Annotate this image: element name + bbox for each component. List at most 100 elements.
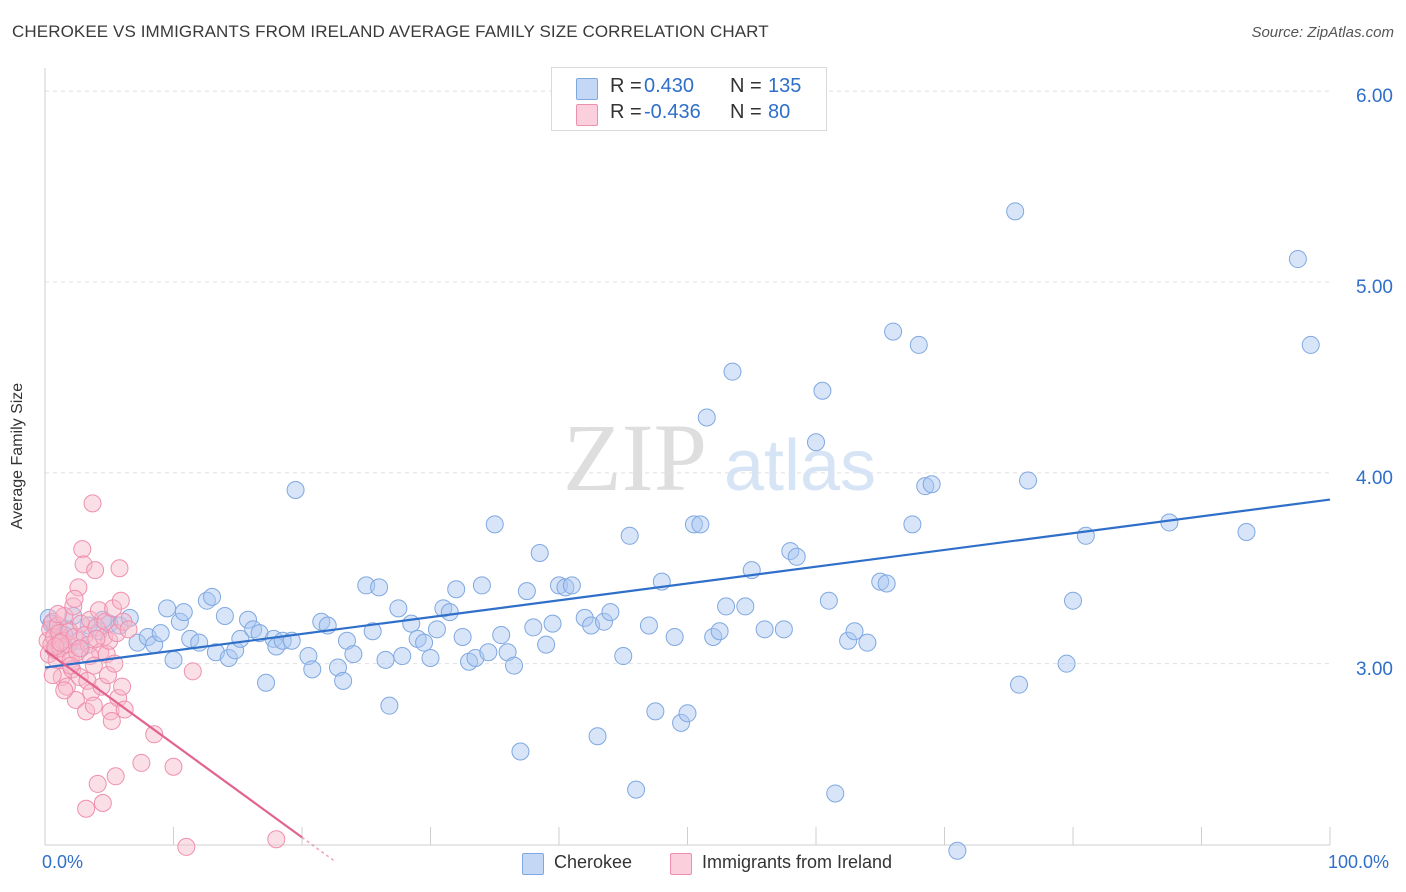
- cherokee-point: [286, 480, 305, 499]
- ireland-point: [101, 702, 120, 721]
- ireland-point: [71, 614, 90, 633]
- ireland-point: [65, 589, 84, 608]
- source-label: Source: ZipAtlas.com: [1251, 24, 1394, 41]
- cherokee-trend-line: [44, 498, 1331, 669]
- cherokee-point: [884, 322, 903, 341]
- cherokee-point: [646, 702, 665, 721]
- ireland-point: [132, 753, 151, 772]
- legend-swatch-cherokee: [522, 853, 544, 875]
- cherokee-point: [1057, 654, 1076, 673]
- legend-label-cherokee: Cherokee: [554, 852, 633, 872]
- axes: [44, 68, 1331, 846]
- cherokee-point: [909, 335, 928, 354]
- cherokee-point: [203, 587, 222, 606]
- x-tick-label-max: 100.0%: [1328, 852, 1390, 872]
- x-tick-label-min: 0.0%: [42, 852, 84, 872]
- ireland-point: [119, 620, 138, 639]
- watermark-zip: ZIP: [563, 404, 707, 511]
- cherokee-point: [524, 618, 543, 637]
- cherokee-point: [511, 742, 530, 761]
- ireland-point: [84, 696, 103, 715]
- ireland-point: [43, 666, 62, 685]
- cherokee-point: [787, 547, 806, 566]
- cherokee-point: [723, 362, 742, 381]
- ireland-trend-extension: [301, 836, 335, 862]
- ireland-point: [80, 610, 99, 629]
- r-label: R =: [610, 75, 642, 97]
- cherokee-point: [871, 572, 890, 591]
- cherokee-point: [328, 658, 347, 677]
- cherokee-point: [948, 841, 967, 860]
- cherokee-point: [588, 727, 607, 746]
- cherokee-point: [839, 631, 858, 650]
- cherokee-point: [389, 599, 408, 618]
- cherokee-point: [755, 620, 774, 639]
- cherokee-point: [370, 578, 389, 597]
- chart-title: CHEROKEE VS IMMIGRANTS FROM IRELAND AVER…: [12, 22, 769, 41]
- cherokee-point: [440, 603, 459, 622]
- cherokee-point: [344, 645, 363, 664]
- cherokee-point: [543, 614, 562, 633]
- ireland-point: [145, 725, 164, 744]
- cherokee-point: [151, 624, 170, 643]
- cherokee-point: [710, 622, 729, 641]
- ireland-point: [110, 559, 129, 578]
- cherokee-point: [380, 696, 399, 715]
- ireland-point: [66, 690, 85, 709]
- cherokee-point: [421, 648, 440, 667]
- cherokee-point: [819, 591, 838, 610]
- cherokee-point: [215, 606, 234, 625]
- y-tick-label: 5.00: [1356, 277, 1393, 298]
- ireland-swatch: [576, 104, 598, 126]
- cherokee-point: [537, 635, 556, 654]
- cherokee-point: [845, 622, 864, 641]
- cherokee-point: [164, 650, 183, 669]
- cherokee-point: [1064, 591, 1082, 610]
- cherokee-point: [393, 647, 412, 666]
- cherokee-point: [447, 580, 466, 599]
- ireland-point: [93, 794, 112, 813]
- cherokee-point: [639, 616, 658, 635]
- cherokee-point: [678, 704, 697, 723]
- cherokee-point: [181, 629, 200, 648]
- cherokee-point: [877, 574, 896, 593]
- r-value: 0.430: [644, 75, 695, 97]
- cherokee-point: [627, 780, 646, 799]
- gridlines: [45, 90, 1330, 665]
- cherokee-points: [39, 202, 1320, 860]
- cherokee-point: [427, 620, 446, 639]
- cherokee-point: [257, 673, 276, 692]
- cherokee-point: [170, 612, 189, 631]
- cherokee-point: [479, 643, 498, 662]
- ireland-point: [164, 757, 183, 776]
- cherokee-point: [453, 627, 472, 646]
- cherokee-point: [774, 620, 793, 639]
- trend-lines: [44, 498, 1331, 862]
- watermark-atlas: atlas: [724, 426, 876, 506]
- ireland-point: [96, 612, 115, 631]
- cherokee-point: [239, 610, 258, 629]
- ireland-point: [77, 799, 96, 818]
- ireland-point: [267, 830, 286, 849]
- cherokee-point: [485, 515, 504, 534]
- ireland-point: [98, 666, 117, 685]
- cherokee-point: [807, 433, 825, 452]
- ireland-point: [113, 677, 132, 696]
- n-value: 135: [768, 75, 802, 97]
- watermark: ZIP atlas: [563, 404, 876, 511]
- cherokee-point: [158, 599, 177, 618]
- ireland-point: [73, 540, 92, 559]
- ireland-point: [70, 639, 89, 658]
- cherokee-point: [1019, 471, 1038, 490]
- cherokee-point: [402, 614, 421, 633]
- n-label: N =: [730, 75, 762, 97]
- cherokee-point: [1006, 202, 1025, 221]
- cherokee-point: [492, 626, 511, 645]
- cherokee-point: [556, 578, 575, 597]
- cherokee-point: [736, 597, 755, 616]
- cherokee-point: [620, 526, 639, 545]
- cherokee-point: [691, 515, 710, 534]
- cherokee-point: [299, 647, 318, 666]
- ireland-point: [64, 597, 83, 616]
- y-tick-label: 4.00: [1356, 468, 1393, 489]
